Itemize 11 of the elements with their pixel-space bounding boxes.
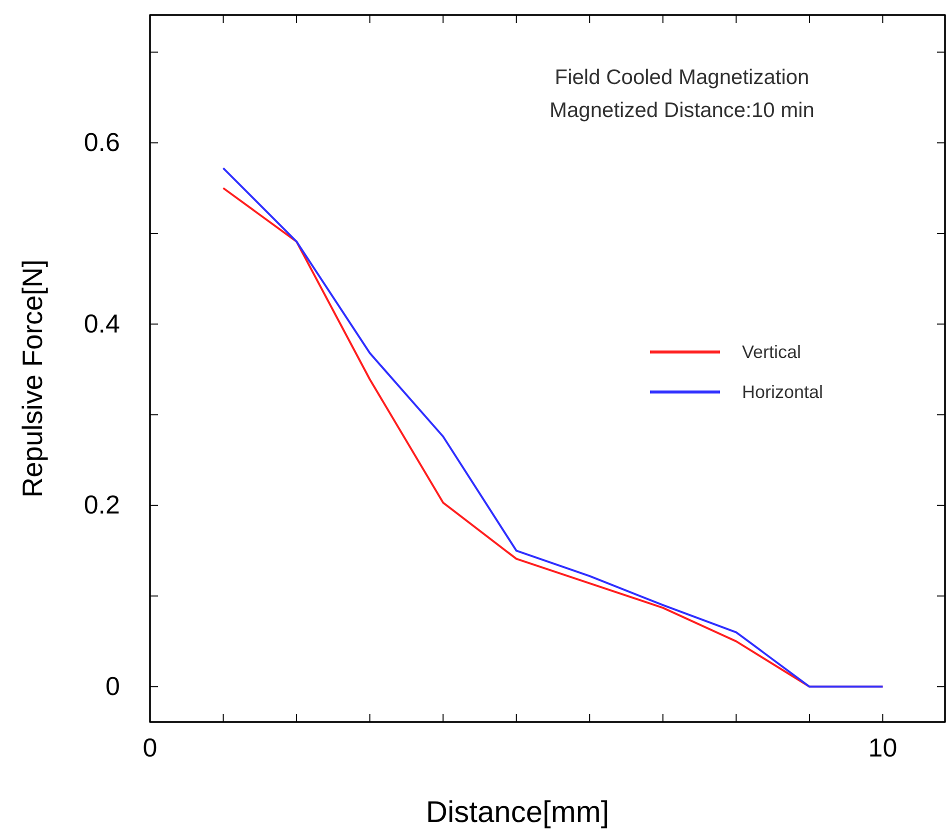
x-tick-label: 10 — [868, 732, 898, 762]
annotation: Magnetized Distance:10 min — [550, 99, 814, 122]
y-axis-title: Repulsive Force[N] — [17, 259, 48, 498]
annotation: Field Cooled Magnetization — [554, 66, 810, 89]
x-axis-title: Distance[mm] — [426, 796, 610, 829]
legend-label: Vertical — [742, 342, 802, 362]
y-tick-label: 0.2 — [84, 490, 120, 520]
legend-label: Horizontal — [742, 382, 824, 402]
y-tick-label: 0.4 — [84, 308, 120, 338]
y-tick-label: 0 — [106, 670, 120, 701]
y-tick-label: 0.6 — [84, 127, 120, 158]
